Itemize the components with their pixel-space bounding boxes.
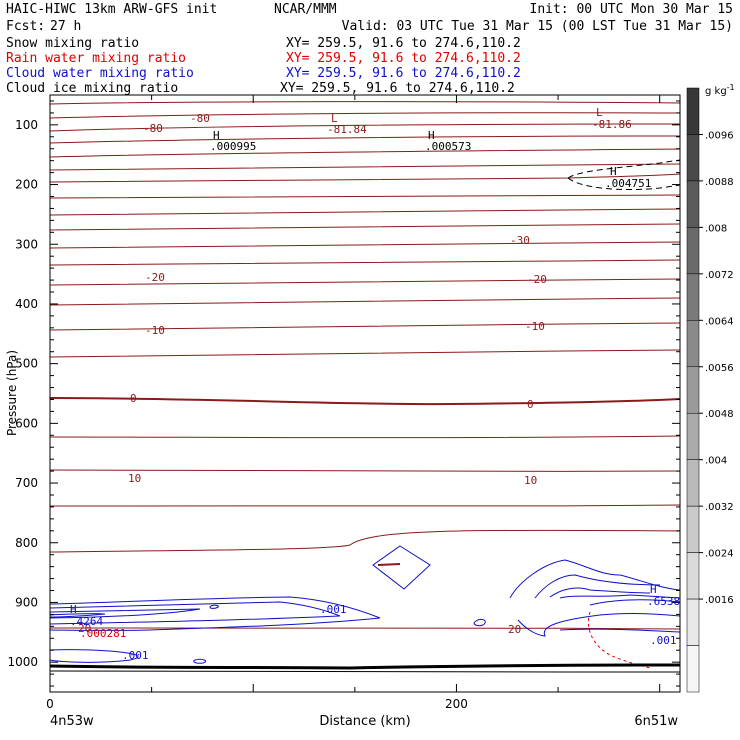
- colorbar-swatch: [686, 87, 700, 135]
- high-mark: H: [213, 129, 220, 142]
- high-value: .6538: [647, 595, 680, 608]
- field-name-rain: Rain water mixing ratio: [6, 51, 186, 66]
- rain-contours: [377, 159, 681, 669]
- colorbar-tick-label: .0056: [705, 363, 734, 374]
- high-mark: H: [70, 603, 77, 616]
- colorbar-tick-label: .0016: [705, 595, 734, 606]
- y-tick-label: 400: [15, 297, 38, 311]
- colorbar-swatch: [686, 645, 700, 693]
- colorbar-swatch: [686, 180, 700, 228]
- high-mark: H: [610, 165, 617, 178]
- y-tick-label: 1000: [7, 655, 38, 669]
- y-tick-label: 800: [15, 536, 38, 550]
- terrain-lines: [49, 663, 681, 673]
- contour-label: .001: [650, 634, 677, 647]
- contour-label: .001: [122, 649, 149, 662]
- contour-label: -20: [527, 273, 547, 286]
- colorbar-tick-label: .0048: [705, 409, 734, 420]
- y-tick-label: 600: [15, 416, 38, 430]
- colorbar-swatch: [686, 598, 700, 646]
- y-tick-label: 100: [15, 118, 38, 132]
- low-value: -81.86: [592, 118, 632, 131]
- field-xy-cloud-ice: XY= 259.5, 91.6 to 274.6,110.2: [280, 81, 515, 96]
- x-axis-title: Distance (km): [319, 714, 410, 729]
- colorbar-unit-label: g kg-1: [705, 83, 735, 97]
- colorbar-swatch: [686, 412, 700, 460]
- colorbar-tick-label: .0032: [705, 502, 734, 513]
- model-title: HAIC-HIWC 13km ARW-GFS init: [6, 2, 217, 17]
- contour-label: 0: [130, 392, 137, 405]
- contour-label: 10: [128, 472, 141, 485]
- x-endpoint-left: 4n53w: [50, 714, 94, 729]
- contour-label: -20: [145, 271, 165, 284]
- fcst-label: Fcst:: [6, 19, 45, 34]
- contour-label: -10: [525, 320, 545, 333]
- colorbar-tick-label: .0096: [705, 130, 734, 141]
- contour-label: -80: [190, 112, 210, 125]
- colorbar-swatch: [686, 227, 700, 275]
- contour-label: -80: [143, 122, 163, 135]
- fcst-value: 27 h: [50, 19, 81, 34]
- colorbar-swatch: [686, 366, 700, 414]
- colorbar-swatch: [686, 505, 700, 553]
- low-mark: L: [331, 112, 338, 125]
- x-tick-label: 0: [46, 697, 54, 711]
- colorbar: .0096 .0088 .008 .0072 .0064 .0056 .0048 .004 .0…: [686, 87, 734, 693]
- field-xy-cloud-water: XY= 259.5, 91.6 to 274.6,110.2: [286, 66, 521, 81]
- high-value: .004751: [605, 177, 651, 190]
- field-name-snow: Snow mixing ratio: [6, 36, 139, 51]
- y-tick-label: 200: [15, 178, 38, 192]
- plot-frame: [49, 94, 681, 693]
- colorbar-swatch: [686, 459, 700, 507]
- colorbar-swatch: [686, 273, 700, 321]
- contour-label: -10: [145, 324, 165, 337]
- rain-max-value: .000281: [80, 627, 126, 640]
- colorbar-swatch: [686, 320, 700, 368]
- field-name-cloud-water: Cloud water mixing ratio: [6, 66, 194, 81]
- colorbar-tick-label: .008: [705, 223, 727, 234]
- org-label: NCAR/MMM: [274, 2, 337, 17]
- contour-label: -30: [510, 234, 530, 247]
- x-axis: 0 200: [46, 95, 661, 711]
- contour-label: .001: [320, 603, 347, 616]
- extrema-labels: L -81.84 L -81.86 H .000995 H .000573 H …: [70, 106, 680, 640]
- high-mark: H: [650, 583, 657, 596]
- colorbar-tick-label: .0024: [705, 549, 734, 560]
- temperature-contours: [49, 101, 681, 630]
- contour-label: 20: [78, 622, 91, 635]
- colorbar-unit: g kg-1: [705, 83, 735, 97]
- temperature-labels: -80 -80 -30 -20 -20 -10 -10 0 0 10 10 20…: [78, 112, 547, 636]
- contour-label: 20: [508, 623, 521, 636]
- low-mark: L: [596, 106, 603, 119]
- high-value: .4264: [70, 615, 103, 628]
- cloud-water-labels: .001 .001 .001: [122, 603, 677, 662]
- x-endpoint-right: 6n51w: [634, 714, 678, 729]
- colorbar-swatch: [686, 134, 700, 182]
- contour-label: 10: [524, 474, 537, 487]
- field-xy-rain: XY= 259.5, 91.6 to 274.6,110.2: [286, 51, 521, 66]
- field-xy-snow: XY= 259.5, 91.6 to 274.6,110.2: [286, 36, 521, 51]
- contour-label: 0: [527, 398, 534, 411]
- y-tick-label: 300: [15, 237, 38, 251]
- y-tick-label: 500: [15, 357, 38, 371]
- y-axis-title: Pressure (hPa): [5, 350, 19, 436]
- x-tick-label: 200: [445, 697, 468, 711]
- init-time: Init: 00 UTC Mon 30 Mar 15: [530, 2, 734, 17]
- high-mark: H: [428, 129, 435, 142]
- colorbar-tick-label: .0064: [705, 316, 734, 327]
- cloud-water-contours: [49, 545, 681, 664]
- high-value: .000995: [210, 140, 256, 153]
- y-tick-label: 700: [15, 476, 38, 490]
- field-name-cloud-ice: Cloud ice mixing ratio: [6, 81, 178, 96]
- high-value: .000573: [425, 140, 471, 153]
- colorbar-swatch: [686, 552, 700, 600]
- low-value: -81.84: [327, 123, 367, 136]
- y-tick-label: 900: [15, 595, 38, 609]
- valid-time: Valid: 03 UTC Tue 31 Mar 15 (00 LST Tue …: [342, 19, 733, 34]
- colorbar-tick-label: .004: [705, 456, 727, 467]
- colorbar-tick-label: .0072: [705, 270, 734, 281]
- colorbar-tick-label: .0088: [705, 177, 734, 188]
